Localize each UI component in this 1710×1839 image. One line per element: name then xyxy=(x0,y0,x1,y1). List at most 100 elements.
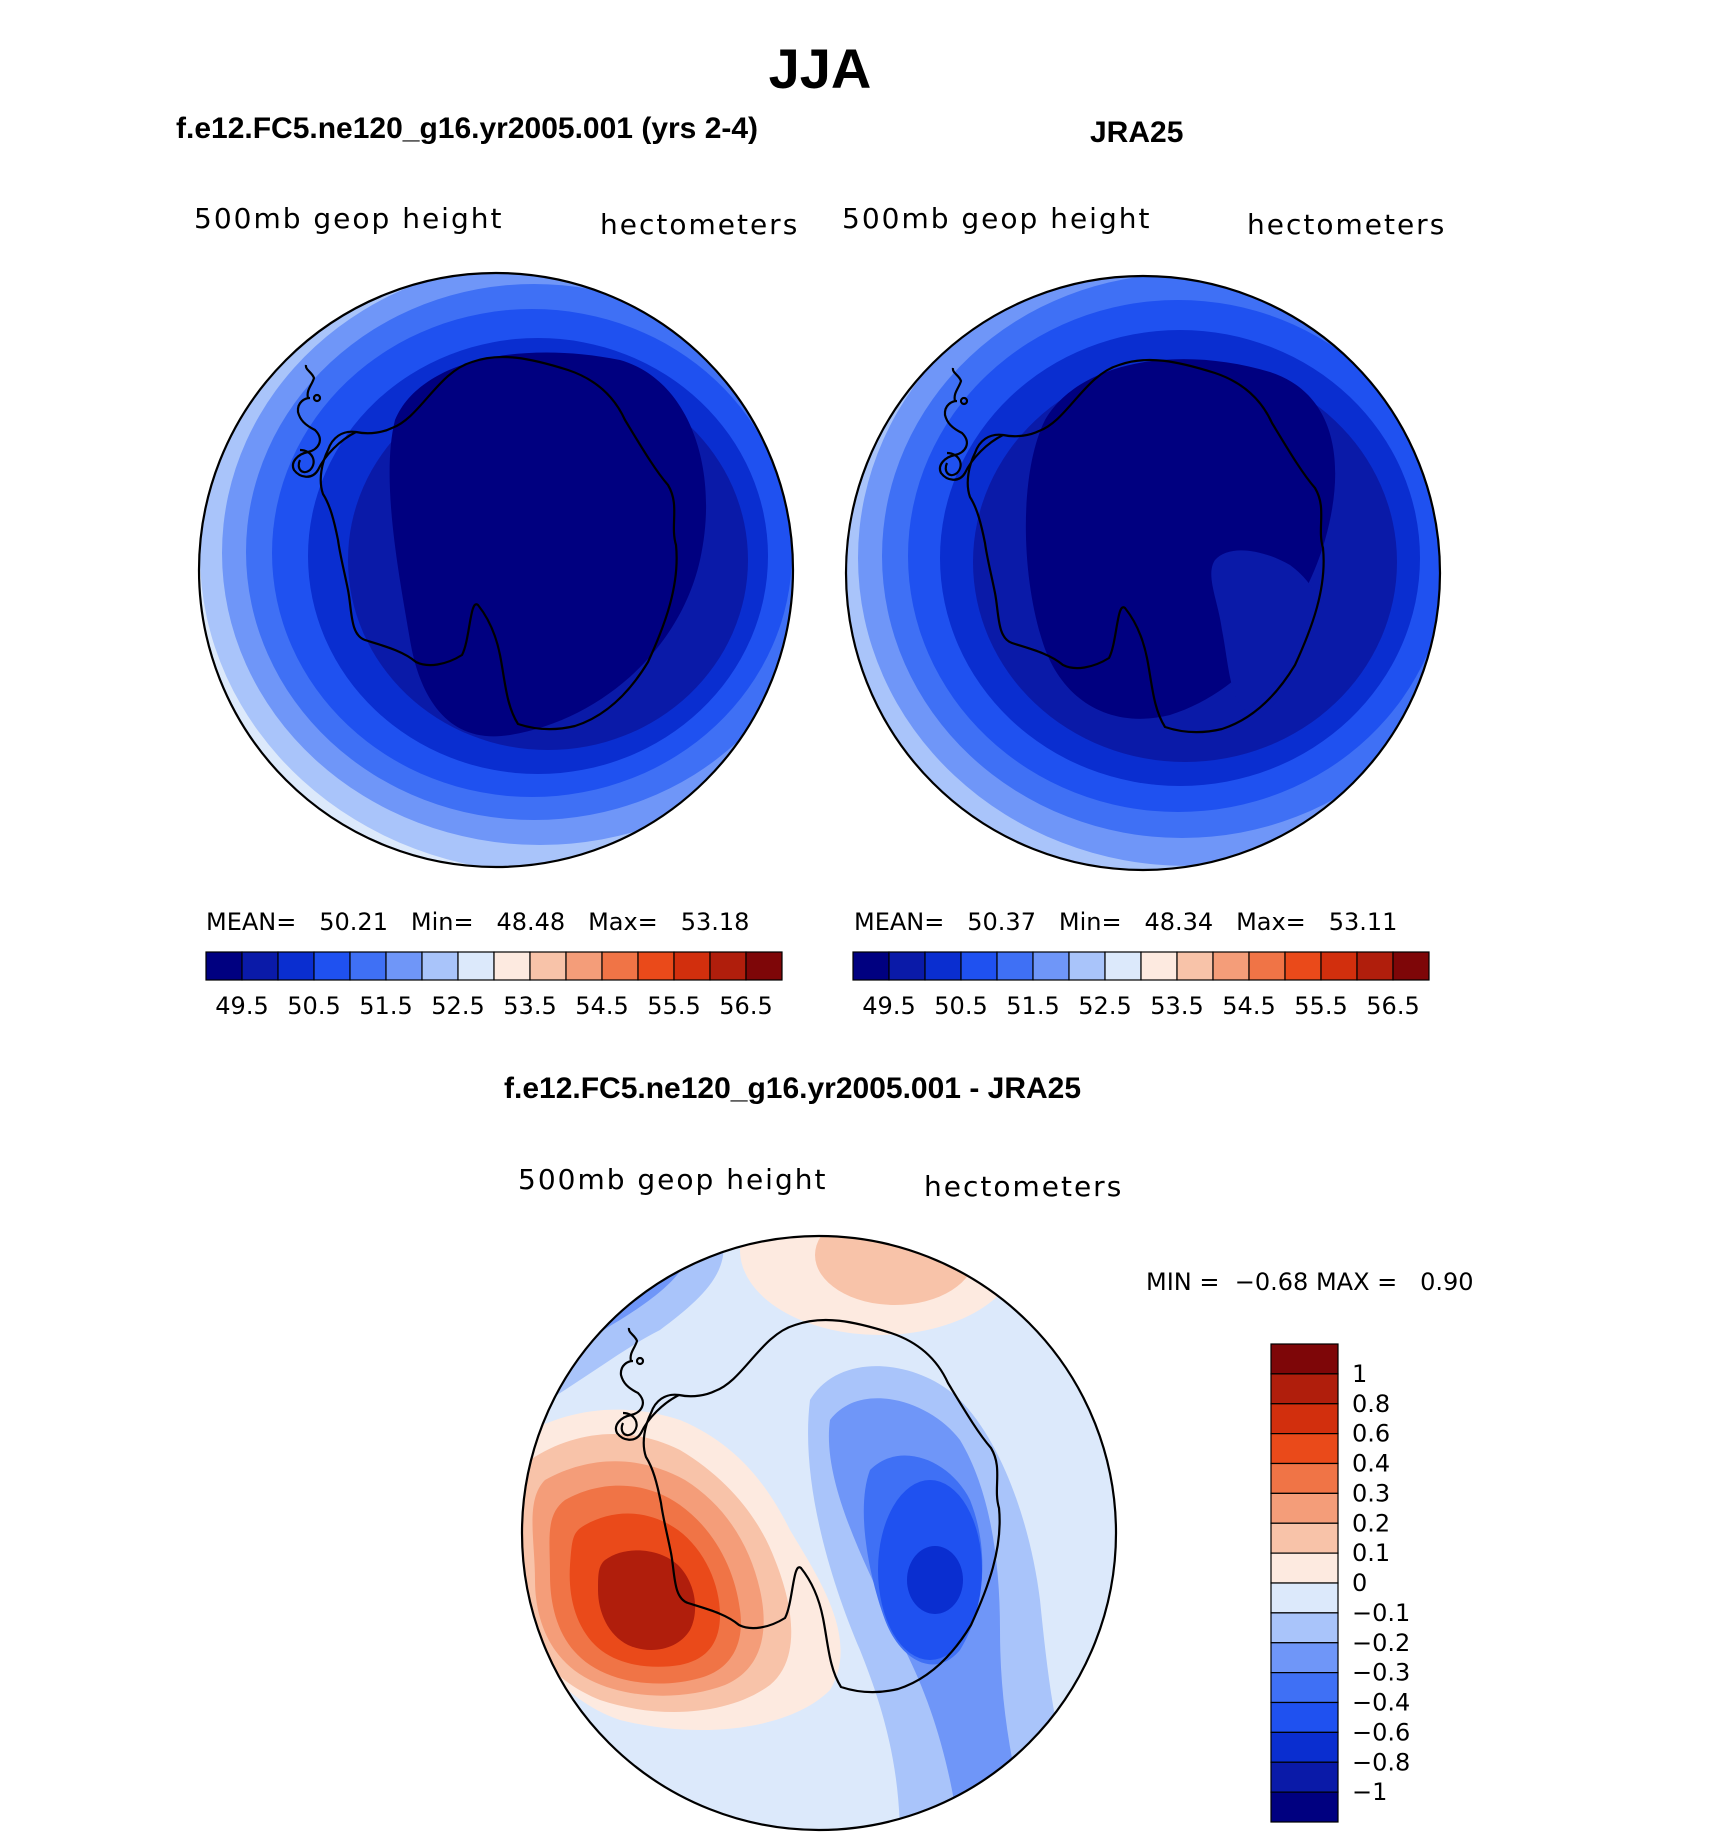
diff-max-value: 0.90 xyxy=(1420,1268,1474,1296)
obs-max-value: 53.11 xyxy=(1328,908,1398,936)
model-colorbar-tick-label: 55.5 xyxy=(647,992,700,1020)
obs-colorbar-swatch xyxy=(924,951,962,981)
model-colorbar-swatch xyxy=(529,951,567,981)
obs-colorbar-swatch xyxy=(1392,951,1430,981)
diff-colorbar-tick-label: −0.6 xyxy=(1352,1718,1410,1746)
model-colorbar-swatch xyxy=(277,951,315,981)
obs-fill-50-inner xyxy=(1211,550,1319,710)
obs-colorbar-swatch xyxy=(1140,951,1178,981)
model-map xyxy=(197,271,795,869)
model-min-value: 48.48 xyxy=(496,908,566,936)
diff-max-label: MAX = xyxy=(1315,1268,1398,1296)
obs-colorbar-tick-label: 56.5 xyxy=(1366,992,1419,1020)
diff-colorbar-swatch xyxy=(1270,1552,1339,1584)
diff-colorbar-swatch xyxy=(1270,1731,1339,1763)
obs-colorbar-swatch xyxy=(852,951,890,981)
model-fill-49.5 xyxy=(389,352,707,737)
diff-minmax: MIN = −0.68 MAX = 0.90 xyxy=(1146,1268,1474,1296)
diff-fill-pos0.2-n xyxy=(815,1236,975,1305)
model-min-label: Min= xyxy=(410,908,474,936)
diff-colorbar-tick-label: 0.8 xyxy=(1352,1390,1390,1418)
diff-colorbar-swatch xyxy=(1270,1433,1339,1465)
obs-colorbar-swatch xyxy=(1248,951,1286,981)
model-colorbar-tick-label: 56.5 xyxy=(719,992,772,1020)
obs-colorbar-tick-label: 52.5 xyxy=(1078,992,1131,1020)
obs-stats: MEAN= 50.37 Min= 48.34 Max= 53.11 xyxy=(854,908,1397,936)
obs-colorbar-tick-label: 49.5 xyxy=(862,992,915,1020)
model-colorbar-swatch xyxy=(421,951,459,981)
obs-max-label: Max= xyxy=(1236,908,1306,936)
obs-mean-label: MEAN= xyxy=(854,908,945,936)
obs-colorbar-swatch xyxy=(1284,951,1322,981)
model-colorbar-swatch xyxy=(241,951,279,981)
obs-colorbar-swatch xyxy=(960,951,998,981)
model-max-value: 53.18 xyxy=(680,908,750,936)
diff-contour-fills xyxy=(522,1236,1116,1830)
diff-colorbar-tick-label: 0.6 xyxy=(1352,1420,1390,1448)
obs-colorbar-swatch xyxy=(1104,951,1142,981)
diff-colorbar-swatch xyxy=(1270,1522,1339,1554)
model-colorbar-swatch xyxy=(709,951,747,981)
diff-fill-pos0.8-sw xyxy=(598,1550,696,1650)
model-map-border xyxy=(197,271,795,869)
model-colorbar-tick-label: 51.5 xyxy=(359,992,412,1020)
diff-colorbar-tick-label: −0.1 xyxy=(1352,1599,1410,1627)
diff-colorbar-swatch xyxy=(1270,1642,1339,1674)
diff-colorbar-swatch xyxy=(1270,1373,1339,1405)
model-colorbar-swatch xyxy=(745,951,783,981)
diff-colorbar-tick-label: 0.1 xyxy=(1352,1539,1390,1567)
obs-colorbar-tick-label: 54.5 xyxy=(1222,992,1275,1020)
obs-colorbar: 49.5 50.5 51.5 52.5 53.5 54.5 55.5 56.5 xyxy=(852,951,1430,1020)
figure-title: JJA xyxy=(768,37,872,100)
model-colorbar-swatch xyxy=(457,951,495,981)
diff-colorbar-swatch xyxy=(1270,1761,1339,1793)
obs-colorbar-tick-label: 53.5 xyxy=(1150,992,1203,1020)
model-colorbar-swatch xyxy=(565,951,603,981)
obs-colorbar-swatch xyxy=(1176,951,1214,981)
model-colorbar-swatch xyxy=(313,951,351,981)
obs-colorbar-swatch xyxy=(1212,951,1250,981)
model-units-label: hectometers xyxy=(600,208,800,241)
diff-colorbar-swatch xyxy=(1270,1462,1339,1494)
diff-colorbar-tick-label: 0.4 xyxy=(1352,1450,1390,1478)
model-colorbar-swatch xyxy=(205,951,243,981)
obs-colorbar-tick-label: 55.5 xyxy=(1294,992,1347,1020)
diff-colorbar-tick-label: −0.8 xyxy=(1352,1748,1410,1776)
diff-colorbar: 10.80.60.40.30.20.10−0.1−0.2−0.3−0.4−0.6… xyxy=(1270,1343,1410,1823)
model-colorbar-swatch xyxy=(493,951,531,981)
obs-units-label: hectometers xyxy=(1247,208,1447,241)
model-colorbar: 49.5 50.5 51.5 52.5 53.5 54.5 55.5 56.5 xyxy=(205,951,783,1020)
model-contour-fills xyxy=(199,273,793,867)
model-mean-value: 50.21 xyxy=(319,908,388,936)
diff-colorbar-tick-label: −1 xyxy=(1352,1778,1387,1806)
diff-colorbar-tick-label: 0.2 xyxy=(1352,1509,1390,1537)
diff-colorbar-tick-label: 0 xyxy=(1352,1569,1367,1597)
model-colorbar-swatch xyxy=(601,951,639,981)
diff-colorbar-swatch xyxy=(1270,1612,1339,1644)
diff-colorbar-tick-label: −0.2 xyxy=(1352,1629,1410,1657)
obs-colorbar-swatch xyxy=(1320,951,1358,981)
diff-colorbar-tick-label: −0.4 xyxy=(1352,1689,1410,1717)
diff-colorbar-swatch xyxy=(1270,1791,1339,1823)
model-colorbar-swatch xyxy=(385,951,423,981)
obs-map-border xyxy=(844,274,1442,872)
diff-colorbar-tick-label: 0.3 xyxy=(1352,1479,1390,1507)
diff-colorbar-swatch xyxy=(1270,1701,1339,1733)
obs-colorbar-swatch xyxy=(1356,951,1394,981)
obs-panel-title: JRA25 xyxy=(1090,116,1184,149)
obs-variable-label: 500mb geop height xyxy=(842,202,1152,235)
diff-fill-neg0.8-se xyxy=(907,1546,963,1614)
obs-colorbar-swatch xyxy=(1068,951,1106,981)
diff-colorbar-swatch xyxy=(1270,1492,1339,1524)
diff-colorbar-swatch xyxy=(1270,1343,1339,1375)
model-colorbar-tick-label: 54.5 xyxy=(575,992,628,1020)
obs-min-label: Min= xyxy=(1058,908,1122,936)
model-variable-label: 500mb geop height xyxy=(194,202,504,235)
diff-colorbar-swatch xyxy=(1270,1403,1339,1435)
model-colorbar-swatch xyxy=(637,951,675,981)
obs-mean-value: 50.37 xyxy=(967,908,1036,936)
diff-panel-title: f.e12.FC5.ne120_g16.yr2005.001 - JRA25 xyxy=(504,1072,1082,1105)
model-panel-title: f.e12.FC5.ne120_g16.yr2005.001 (yrs 2-4) xyxy=(176,112,759,145)
diff-colorbar-tick-label: 1 xyxy=(1352,1360,1367,1388)
